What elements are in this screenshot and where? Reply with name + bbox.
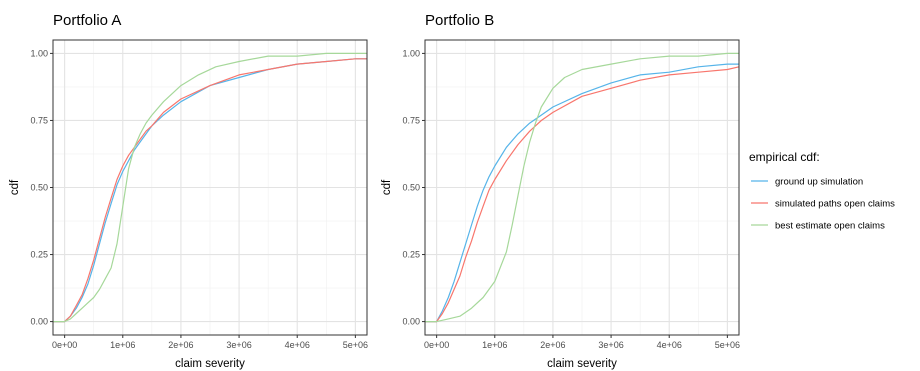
y-axis-label: cdf (9, 179, 21, 195)
x-tick-label: 0e+00 (52, 340, 77, 350)
y-axis-label: cdf (381, 179, 393, 195)
x-tick-label: 1e+06 (110, 340, 135, 350)
y-tick-label: 0.50 (402, 183, 420, 193)
series-line-best-estimate-open-claims (425, 52, 739, 323)
panel-title: Portfolio A (53, 12, 121, 29)
y-tick-label: 0.00 (30, 317, 48, 327)
y-tick-label: 0.25 (30, 250, 48, 260)
panel-portfolio-a: 0e+00 1e+06 2e+06 3e+06 4e+06 5e+06 0.00 0.25 0.… (9, 12, 368, 370)
x-axis-label: claim severity (547, 358, 617, 370)
x-tick-label: 5e+06 (343, 340, 368, 350)
panel-title: Portfolio B (425, 12, 494, 29)
x-tick-label: 3e+06 (226, 340, 251, 350)
y-tick-label: 0.50 (30, 183, 48, 193)
legend: empirical cdf: ground up simulation simula… (749, 150, 895, 232)
x-tick-label: 3e+06 (598, 340, 623, 350)
x-tick-label: 4e+06 (285, 340, 310, 350)
x-tick-label: 2e+06 (168, 340, 193, 350)
x-tick-label: 2e+06 (540, 340, 565, 350)
legend-title: empirical cdf: (749, 150, 820, 164)
x-tick-label: 1e+06 (482, 340, 507, 350)
legend-item-label: best estimate open claims (775, 221, 885, 232)
legend-item-label: simulated paths open claims (775, 199, 895, 210)
y-tick-label: 0.25 (402, 250, 420, 260)
series-line-best-estimate-open-claims (53, 52, 367, 323)
x-tick-label: 4e+06 (657, 340, 682, 350)
y-tick-label: 1.00 (30, 48, 48, 58)
y-tick-label: 0.75 (402, 115, 420, 125)
series-line-ground-up-simulation (425, 63, 739, 323)
x-axis-label: claim severity (175, 358, 245, 370)
y-tick-label: 0.75 (30, 115, 48, 125)
series-line-simulated-paths-open-claims (53, 58, 367, 323)
x-tick-label: 0e+00 (424, 340, 449, 350)
y-tick-label: 1.00 (402, 48, 420, 58)
panel-portfolio-b: 0e+00 1e+06 2e+06 3e+06 4e+06 5e+06 0.00 0.25 0.… (381, 12, 740, 370)
legend-item-label: ground up simulation (775, 177, 863, 188)
x-tick-label: 5e+06 (715, 340, 740, 350)
y-tick-label: 0.00 (402, 317, 420, 327)
series-line-simulated-paths-open-claims (425, 66, 740, 323)
